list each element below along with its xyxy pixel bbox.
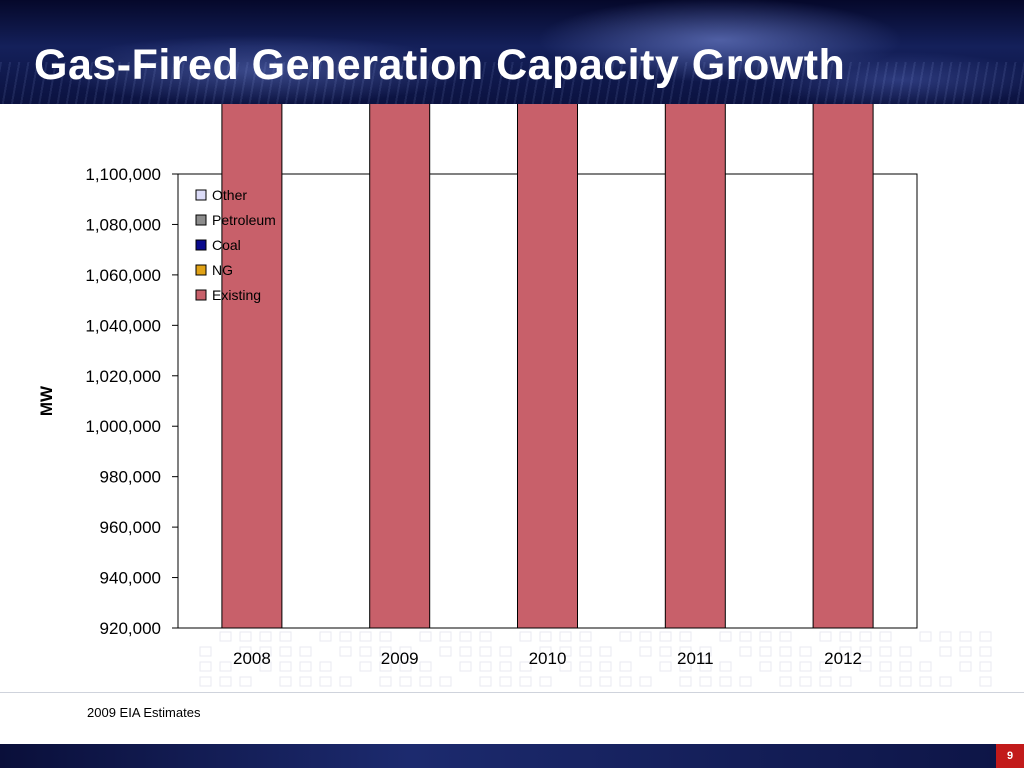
x-tick-label: 2009: [381, 649, 419, 668]
y-tick-label: 920,000: [100, 619, 161, 638]
legend-label-other: Other: [212, 187, 247, 203]
bar-series: [221, 104, 874, 629]
y-tick-label: 960,000: [100, 518, 161, 537]
footer-bar: [0, 744, 1024, 768]
legend-label-existing: Existing: [212, 287, 261, 303]
y-tick-label: 940,000: [100, 569, 161, 588]
bar-segment-existing-2008: [221, 104, 283, 629]
title-banner: Gas-Fired Generation Capacity Growth: [0, 0, 1024, 104]
y-axis: 1,100,000 1,080,000 1,060,000 1,040,000 1,02…: [85, 165, 178, 638]
footer-divider: [0, 692, 1024, 693]
page-title: Gas-Fired Generation Capacity Growth: [34, 41, 846, 89]
y-tick-label: 1,020,000: [85, 367, 161, 386]
y-tick-label: 1,060,000: [85, 266, 161, 285]
bar-segment-existing-2011: [664, 104, 726, 629]
x-tick-label: 2008: [233, 649, 271, 668]
legend-swatch-coal: [195, 239, 207, 251]
stacked-bar-chart: 1,100,000 1,080,000 1,060,000 1,040,000 1,02…: [37, 104, 992, 687]
legend-swatch-petroleum: [195, 214, 207, 226]
y-axis-label: MW: [37, 385, 56, 416]
bar-segment-existing-2010: [517, 104, 578, 629]
y-tick-label: 1,100,000: [85, 165, 161, 184]
bar-segment-existing-2009: [369, 104, 431, 629]
bar-segment-existing-2012: [812, 104, 874, 629]
chart-background-pattern: [199, 631, 992, 687]
source-note: 2009 EIA Estimates: [87, 705, 201, 720]
x-tick-label: 2010: [529, 649, 567, 668]
y-tick-label: 1,040,000: [85, 316, 161, 335]
y-tick-label: 1,000,000: [85, 417, 161, 436]
x-tick-label: 2011: [677, 649, 714, 668]
legend-swatch-other: [195, 189, 207, 201]
legend-label-petroleum: Petroleum: [212, 212, 276, 228]
y-tick-label: 980,000: [100, 468, 161, 487]
legend-label-ng: NG: [212, 262, 233, 278]
banner-light-streaks: [0, 62, 1024, 104]
x-axis: 2008 2009 2010 2011 2012: [233, 649, 862, 668]
page-number: 9: [996, 744, 1024, 768]
legend-label-coal: Coal: [212, 237, 241, 253]
legend-swatch-existing: [195, 289, 207, 301]
legend-swatch-ng: [195, 264, 207, 276]
x-tick-label: 2012: [824, 649, 862, 668]
legend: Other Petroleum Coal NG Existing: [195, 187, 276, 303]
y-tick-label: 1,080,000: [85, 215, 161, 234]
